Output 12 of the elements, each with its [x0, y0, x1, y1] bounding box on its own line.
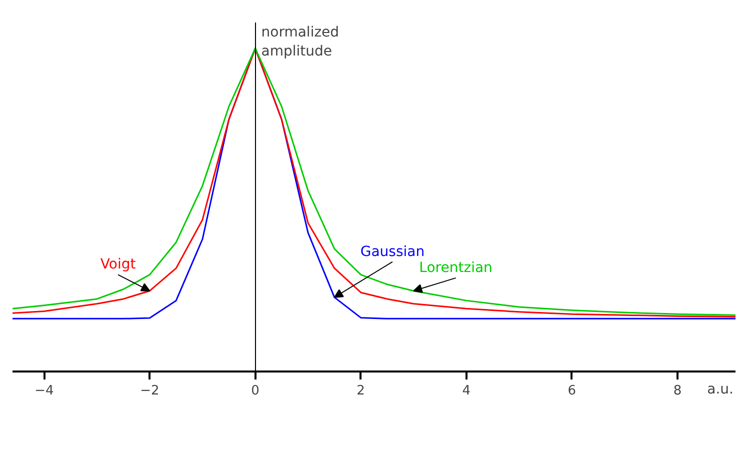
- y-axis-title: normalized amplitude: [261, 24, 340, 60]
- x-axis-title: a.u.: [707, 382, 734, 398]
- x-tick-label: −2: [140, 384, 160, 399]
- x-tick-label: 8: [673, 384, 682, 399]
- series-label: Lorentzian: [419, 260, 492, 276]
- text: Gaussian: [360, 244, 425, 260]
- series-label: Voigt: [100, 256, 136, 273]
- x-tick-label: 4: [462, 384, 470, 399]
- x-tick-label: 6: [568, 384, 576, 399]
- x-tick-label: 2: [356, 384, 365, 399]
- x-tick-label: −4: [34, 384, 54, 399]
- x-tick-label: 0: [251, 384, 260, 399]
